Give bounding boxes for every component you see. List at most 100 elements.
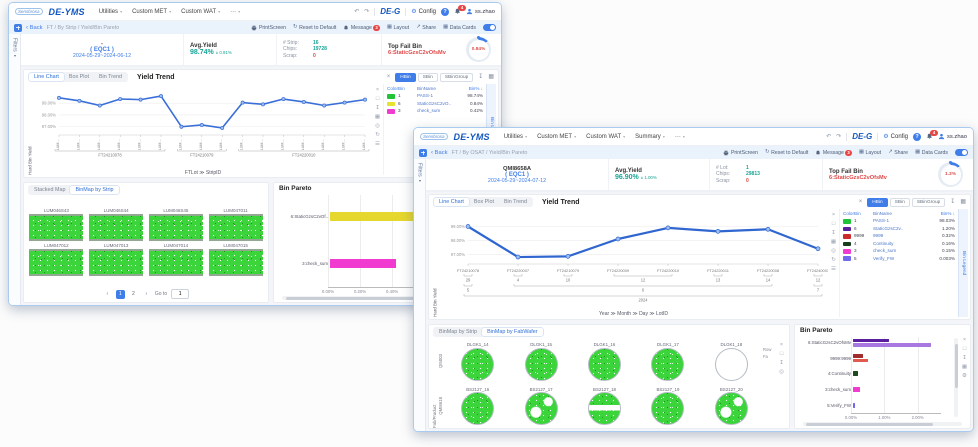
redo-icon[interactable] [364, 9, 369, 15]
tab-bin-trend[interactable]: Bin Trend [98, 74, 123, 80]
suite-logo[interactable]: DE-G [380, 7, 401, 16]
wafer-map[interactable]: DLGK1_14 [446, 342, 509, 381]
undo-icon[interactable] [354, 9, 359, 15]
help-icon[interactable] [441, 7, 450, 16]
layout-button[interactable]: Layout [387, 25, 410, 31]
suite-logo[interactable]: DE-G [852, 132, 873, 141]
vertical-scrollbar[interactable] [954, 338, 958, 417]
printscreen-button[interactable]: PrintScreen [723, 150, 758, 156]
refresh-icon[interactable] [375, 133, 380, 139]
settings-icon[interactable] [962, 374, 967, 380]
strip-map[interactable]: LUM047013 [88, 243, 145, 276]
menu-item[interactable]: Custom WAT [586, 134, 625, 140]
frame-icon[interactable] [376, 97, 379, 103]
strip-map[interactable]: LUM047011 [207, 208, 264, 241]
tab-sbin[interactable]: SBin [417, 72, 438, 82]
refresh-icon[interactable] [831, 258, 836, 264]
tab-bin-trend[interactable]: Bin Trend [503, 199, 528, 205]
table-view-icon[interactable] [960, 199, 966, 205]
list-icon[interactable] [375, 142, 380, 148]
prev-page-icon[interactable]: ‹ [106, 290, 109, 297]
wafer-map[interactable]: DLGK1_16 [573, 342, 636, 381]
frame-icon[interactable] [832, 222, 835, 228]
strip-map[interactable]: LUM047015 [207, 243, 264, 276]
strip-map[interactable]: LUM046S44 [88, 208, 145, 241]
user-menu[interactable]: ss.zhao [938, 133, 967, 140]
tab-line-chart[interactable]: Line Chart [29, 73, 64, 81]
tab-hbin[interactable]: HBin [395, 72, 416, 82]
tab-sbingroup[interactable]: SBinGroup [911, 197, 946, 207]
user-menu[interactable]: ss.zhao [466, 8, 495, 15]
config-button[interactable]: Config [411, 9, 436, 15]
tab-box-plot[interactable]: Box Plot [473, 199, 494, 205]
tab-sbin[interactable]: SBin [889, 197, 910, 207]
help-icon[interactable] [913, 132, 922, 141]
tab-box-plot[interactable]: Box Plot [68, 74, 89, 80]
tab-hbin[interactable]: HBin [867, 197, 888, 207]
data-cards-toggle[interactable] [483, 24, 496, 31]
strip-map[interactable]: LUM047012 [28, 243, 85, 276]
tab-binmap-by-strip[interactable]: BinMap by Strip [439, 329, 478, 335]
download-icon[interactable] [779, 361, 784, 367]
menu-item[interactable]: Utilities [504, 134, 527, 140]
undo-icon[interactable] [826, 134, 831, 140]
wafer-map[interactable]: DLGK1_17 [636, 342, 699, 381]
menu-item[interactable]: Summary [635, 134, 665, 140]
reset-button[interactable]: Reset to Default [765, 150, 808, 156]
menu-item[interactable]: Custom MET [537, 134, 576, 140]
reset-button[interactable]: Reset to Default [293, 25, 336, 31]
menu-item[interactable]: ··· [675, 134, 685, 140]
strip-map[interactable]: LUM046S45 [148, 208, 205, 241]
grid-icon[interactable] [375, 115, 380, 121]
page-1-button[interactable]: 1 [115, 289, 125, 299]
download-icon[interactable] [375, 106, 380, 112]
filters-tab[interactable]: Filters [414, 159, 426, 431]
filters-tab[interactable]: Filters [9, 34, 21, 305]
tab-stacked-map[interactable]: Stacked Map [34, 187, 66, 193]
horizontal-scrollbar[interactable] [803, 422, 962, 426]
bin-legend-tab[interactable]: Bin Legend [958, 209, 968, 317]
expand-icon[interactable] [963, 338, 966, 344]
list-icon[interactable] [831, 267, 836, 273]
focus-icon[interactable] [831, 249, 836, 255]
close-icon[interactable] [376, 88, 379, 94]
layout-button[interactable]: Layout [859, 150, 882, 156]
panel-toggle-icon[interactable] [419, 148, 427, 157]
notifications-button[interactable]: 4 [926, 130, 939, 140]
grid-icon[interactable] [962, 365, 967, 371]
frame-icon[interactable] [963, 347, 966, 353]
printscreen-button[interactable]: PrintScreen [251, 25, 286, 31]
next-page-icon[interactable]: › [145, 290, 148, 297]
focus-icon[interactable] [779, 370, 784, 376]
notifications-button[interactable]: 4 [454, 5, 467, 15]
download-icon[interactable] [831, 231, 836, 237]
sort-icon[interactable]: ↓ [480, 86, 483, 91]
strip-map[interactable]: LUM046S43 [28, 208, 85, 241]
menu-item[interactable]: Custom WAT [181, 9, 220, 15]
close-icon[interactable] [832, 213, 835, 219]
sort-icon[interactable]: ↓ [952, 211, 955, 216]
message-button[interactable]: Message 3 [815, 149, 852, 156]
wafer-map[interactable]: DLGK1_18 [700, 342, 763, 381]
horizontal-scrollbar[interactable] [282, 296, 490, 300]
tab-binmap-by-fabwafer[interactable]: BinMap by FabWafer [482, 328, 543, 336]
grid-icon[interactable] [831, 240, 836, 246]
download-icon[interactable] [950, 199, 955, 205]
expand-icon[interactable] [387, 74, 391, 80]
wafer-map[interactable]: DLGK1_15 [509, 342, 572, 381]
menu-item[interactable]: Utilities [99, 9, 122, 15]
share-button[interactable]: Share [416, 25, 436, 31]
wafer-map[interactable]: BS2127_19 [636, 387, 699, 425]
config-button[interactable]: Config [883, 134, 908, 140]
data-cards-toggle[interactable] [955, 149, 968, 156]
wafer-map[interactable]: BS2127_18 [573, 387, 636, 425]
goto-page-input[interactable] [171, 289, 190, 299]
tab-binmap-by-strip[interactable]: BinMap by Strip [70, 186, 119, 194]
back-button[interactable]: Back [431, 150, 448, 156]
focus-icon[interactable] [375, 124, 380, 130]
download-icon[interactable] [478, 74, 483, 80]
expand-icon[interactable] [859, 199, 863, 205]
back-button[interactable]: Back [26, 25, 43, 31]
tab-sbingroup[interactable]: SBinGroup [439, 72, 474, 82]
wafer-map[interactable]: BS2127_20 [700, 387, 763, 425]
